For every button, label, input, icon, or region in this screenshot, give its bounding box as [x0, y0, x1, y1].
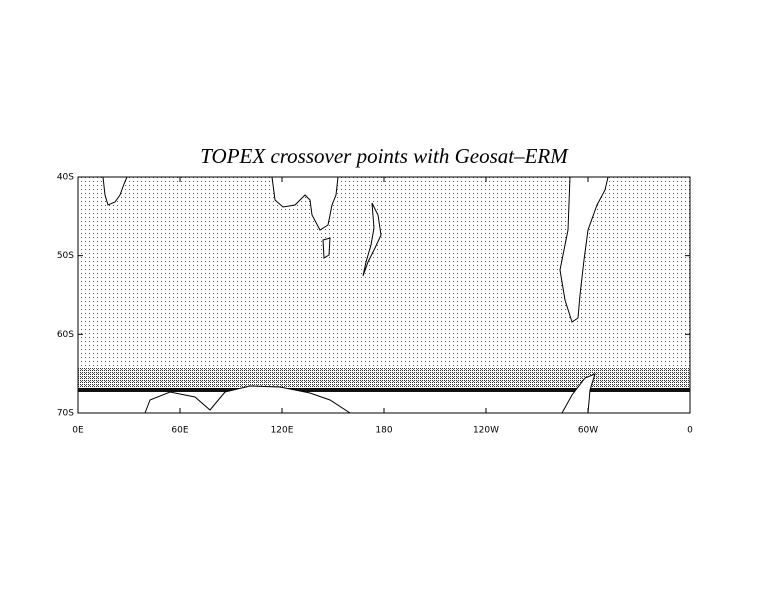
- crossover-points: [78, 177, 690, 392]
- x-tick-label: 60W: [578, 426, 598, 436]
- x-tick-label: 60E: [171, 426, 188, 436]
- x-tick-label: 120W: [473, 426, 499, 436]
- x-tick-label: 0: [687, 426, 693, 436]
- x-tick-label: 120E: [271, 426, 294, 436]
- coastlines: [102, 176, 609, 414]
- x-tick-label: 0E: [72, 426, 84, 436]
- y-tick-label: 70S: [57, 409, 74, 419]
- axes: 0E 60E 120E 180 120W 60W 0 70S 60S 50S 40S: [57, 173, 693, 436]
- map-title: TOPEX crossover points with Geosat–ERM: [200, 144, 569, 168]
- y-tick-label: 50S: [57, 251, 74, 261]
- y-tick-label: 40S: [57, 173, 74, 183]
- y-tick-label: 60S: [57, 330, 74, 340]
- x-tick-label: 180: [375, 426, 392, 436]
